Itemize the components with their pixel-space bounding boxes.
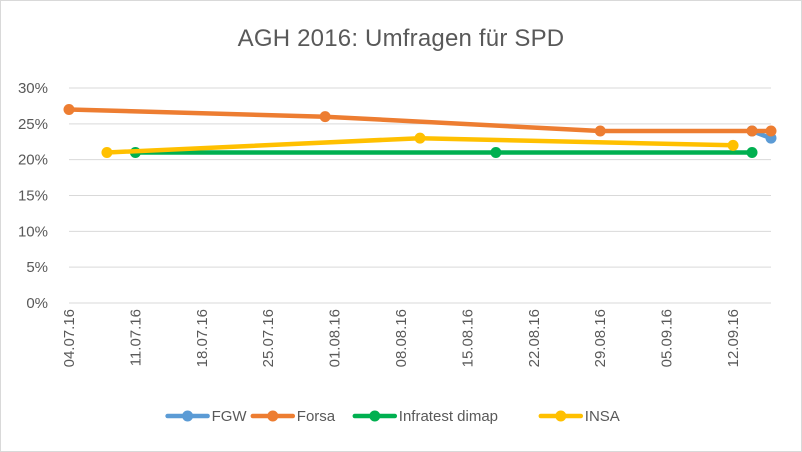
y-axis: 0% 5% 10% 15% 20% 25% 30%	[18, 80, 48, 312]
x-tick-label: 29.08.16	[592, 309, 609, 367]
data-point	[594, 125, 606, 137]
y-tick-label: 15%	[18, 188, 48, 205]
legend-item: Infratest dimap	[352, 408, 498, 425]
data-point	[727, 139, 739, 151]
x-tick-label: 22.08.16	[526, 309, 543, 367]
y-tick-label: 30%	[18, 80, 48, 97]
x-tick-label: 25.07.16	[260, 309, 277, 367]
x-tick-label: 15.08.16	[459, 309, 476, 367]
x-tick-label: 12.09.16	[725, 309, 742, 367]
data-point	[319, 111, 331, 123]
legend-swatch-marker	[369, 410, 381, 422]
data-point	[765, 125, 777, 137]
series-forsa	[63, 104, 777, 137]
legend-swatch-marker	[182, 410, 194, 422]
y-tick-label: 10%	[18, 223, 48, 240]
data-point	[414, 132, 426, 144]
legend-label: Infratest dimap	[399, 408, 498, 425]
x-tick-label: 05.09.16	[659, 309, 676, 367]
data-point	[63, 104, 75, 115]
legend-item: FGW	[165, 408, 248, 425]
data-point	[490, 147, 502, 158]
x-tick-label: 01.08.16	[327, 309, 344, 367]
series-insa	[101, 132, 739, 158]
x-tick-label: 04.07.16	[61, 309, 78, 367]
x-tick-label: 18.07.16	[194, 309, 211, 367]
y-tick-label: 5%	[26, 259, 48, 276]
y-tick-label: 25%	[18, 116, 48, 133]
data-point	[746, 147, 758, 158]
legend-item: Forsa	[250, 408, 336, 425]
chart-title: AGH 2016: Umfragen für SPD	[237, 25, 565, 52]
x-tick-label: 08.08.16	[393, 309, 410, 367]
legend-label: INSA	[585, 408, 620, 425]
data-point	[101, 147, 113, 158]
legend-swatch-marker	[555, 410, 567, 422]
data-point	[746, 125, 758, 137]
x-axis: 04.07.16 11.07.16 18.07.16 25.07.16 01.08.16…	[61, 309, 742, 367]
legend-swatch-marker	[267, 410, 279, 422]
y-tick-label: 20%	[18, 152, 48, 169]
x-tick-label: 11.07.16	[127, 309, 144, 366]
legend-item: INSA	[538, 408, 620, 425]
series-line	[66, 107, 774, 134]
y-tick-label: 0%	[26, 295, 48, 312]
legend-label: FGW	[212, 408, 248, 425]
series-layer	[63, 104, 777, 158]
legend: FGW Forsa Infratest dimap INSA	[165, 408, 620, 425]
legend-label: Forsa	[297, 408, 336, 425]
